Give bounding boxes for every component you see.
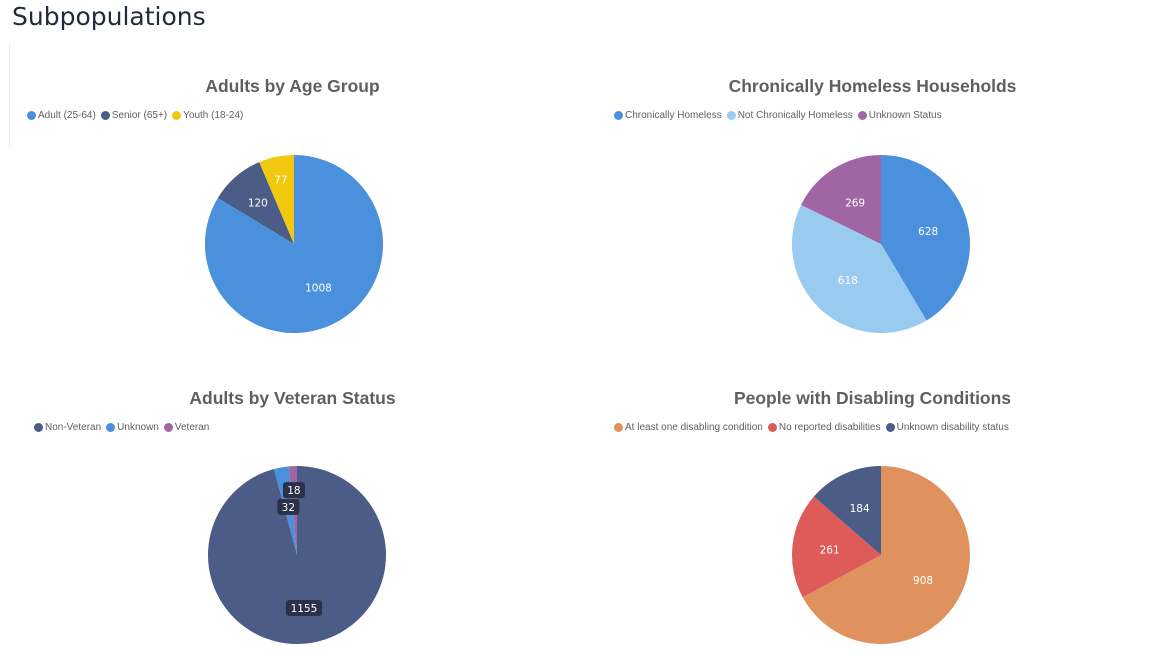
data-label-background (282, 482, 305, 499)
pie-slice[interactable] (792, 204, 927, 333)
legend-label: Not Chronically Homeless (737, 110, 853, 121)
data-label: 1008 (305, 282, 332, 294)
pie-chart: 1008 120 77 (204, 155, 383, 333)
legend-item[interactable]: Chronically Homeless (614, 110, 722, 121)
pie-slice[interactable] (881, 155, 970, 321)
pie-slice[interactable] (217, 162, 294, 244)
legend-swatch-icon (172, 111, 182, 120)
page-title: Subpopulations (12, 2, 206, 31)
data-label: 908 (913, 575, 933, 587)
legend-item[interactable]: At least one disabling condition (614, 422, 763, 433)
chart-title: People with Disabling Conditions (733, 388, 1012, 408)
data-label-background (285, 599, 322, 616)
pie-slice[interactable] (813, 466, 881, 555)
legend-label: Adult (25-64) (38, 110, 96, 121)
chart-legend: Adult (25-64) Senior (65+) Youth (18-24) (27, 110, 248, 121)
legend-swatch-icon (857, 111, 867, 120)
legend-label: Unknown (117, 422, 159, 433)
legend-swatch-icon (614, 423, 623, 432)
chart-panel-age-group: Adults by Age Group Adult (25-64) Senior… (0, 0, 585, 333)
legend-swatch-icon (726, 111, 736, 120)
legend-item[interactable]: Not Chronically Homeless (726, 110, 853, 121)
legend-swatch-icon (163, 423, 173, 432)
data-label: 261 (820, 544, 840, 556)
chart-title: Chronically Homeless Households (728, 76, 1017, 96)
legend-label: Senior (65+) (111, 110, 168, 121)
pie-slice[interactable] (204, 155, 383, 333)
legend-item[interactable]: Veteran (163, 422, 210, 433)
data-label: 120 (248, 197, 268, 209)
legend-label: Chronically Homeless (625, 110, 722, 121)
data-label: 77 (274, 174, 287, 186)
chart-panel-disabling-conditions: People with Disabling Conditions At leas… (585, 312, 1170, 644)
pie-slice[interactable] (801, 155, 881, 244)
pie-chart: 1155 32 18 (208, 466, 386, 644)
legend-item[interactable]: Unknown Status (857, 110, 942, 121)
chart-legend: Non-Veteran Unknown Veteran (34, 422, 214, 433)
data-label: 18 (287, 485, 300, 497)
legend-label: Unknown Status (868, 110, 942, 121)
legend-item[interactable]: Youth (18-24) (172, 110, 243, 121)
chart-title: Adults by Age Group (205, 76, 380, 96)
legend-swatch-icon (614, 111, 623, 120)
data-label: 628 (918, 226, 938, 238)
legend-item[interactable]: No reported disabilities (767, 422, 881, 433)
legend-label: At least one disabling condition (625, 422, 763, 433)
legend-label: Unknown disability status (896, 422, 1009, 433)
legend-swatch-icon (100, 111, 110, 120)
legend-swatch-icon (767, 423, 777, 432)
legend-label: Youth (18-24) (183, 110, 244, 121)
data-label: 618 (838, 275, 858, 287)
legend-swatch-icon (106, 423, 116, 432)
chart-legend: At least one disabling condition No repo… (614, 422, 1014, 433)
legend-swatch-icon (34, 423, 43, 432)
data-label: 32 (282, 502, 295, 514)
legend-label: No reported disabilities (778, 422, 881, 433)
chart-panel-veteran-status: Adults by Veteran Status Non-Veteran Unk… (0, 312, 585, 644)
legend-swatch-icon (27, 111, 36, 120)
pie-slice[interactable] (792, 496, 881, 598)
data-label: 269 (845, 197, 865, 209)
data-label: 1155 (291, 603, 318, 615)
chart-legend: Chronically Homeless Not Chronically Hom… (614, 110, 947, 121)
legend-swatch-icon (885, 423, 895, 432)
legend-label: Non-Veteran (45, 422, 102, 433)
legend-label: Veteran (174, 422, 210, 433)
data-label-background (277, 498, 300, 515)
chart-title: Adults by Veteran Status (189, 388, 396, 408)
legend-item[interactable]: Adult (25-64) (27, 110, 96, 121)
legend-item[interactable]: Unknown (106, 422, 159, 433)
legend-item[interactable]: Non-Veteran (34, 422, 101, 433)
legend-item[interactable]: Unknown disability status (885, 422, 1009, 433)
title-divider (9, 44, 10, 147)
pie-slice[interactable] (259, 155, 294, 244)
legend-item[interactable]: Senior (65+) (100, 110, 168, 121)
chart-panel-chronically-homeless: Chronically Homeless Households Chronica… (585, 0, 1170, 333)
pie-slice[interactable] (802, 466, 970, 644)
pie-chart: 908 261 184 (792, 466, 970, 644)
pie-chart: 628 618 269 (792, 155, 970, 333)
data-label: 184 (850, 503, 870, 515)
